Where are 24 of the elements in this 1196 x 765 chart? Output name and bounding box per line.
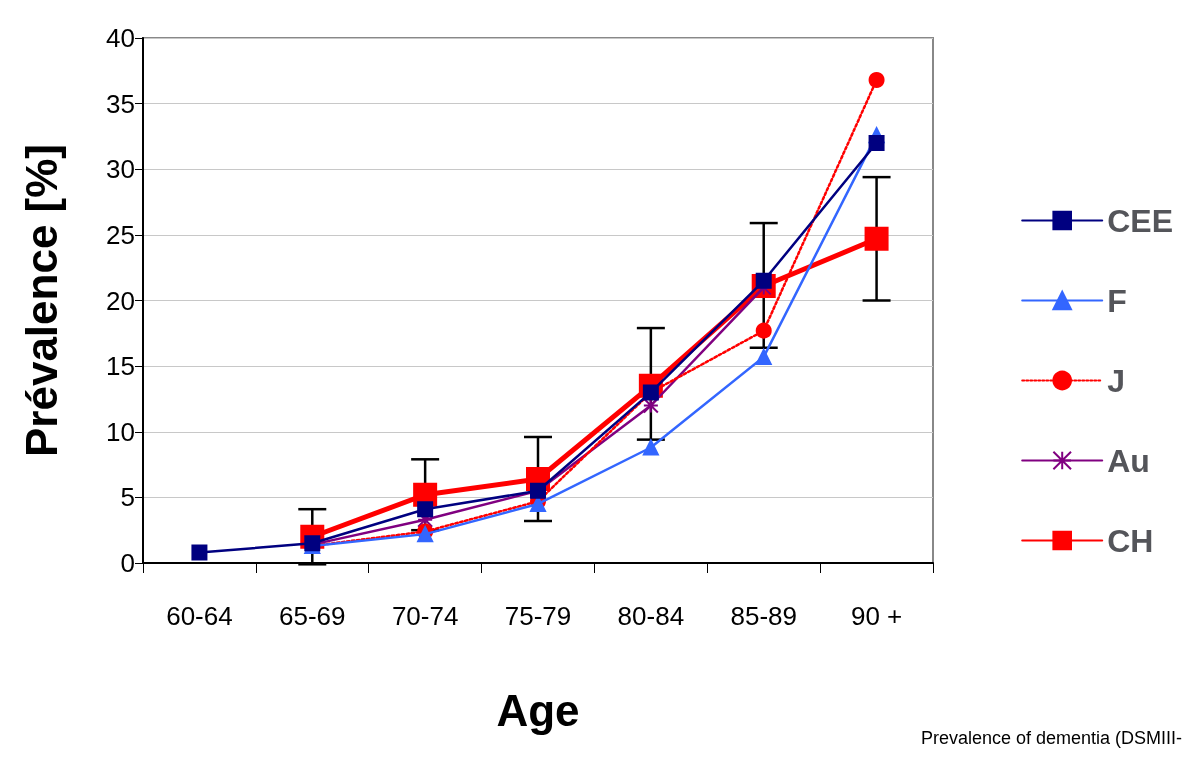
x-tick-label: 80-84 (617, 601, 685, 631)
legend-label: Au (1107, 442, 1150, 479)
x-tick-label: 75-79 (504, 601, 572, 631)
y-tick-label: 25 (106, 219, 135, 250)
y-tick-label: 5 (120, 482, 135, 513)
legend-label: CEE (1107, 202, 1173, 239)
y-tick-label: 10 (106, 416, 135, 447)
y-tick-label: 15 (106, 351, 135, 382)
x-tick-label: 85-89 (730, 601, 797, 631)
x-tick-label: 70-74 (391, 601, 459, 631)
x-tick-label: 60-64 (166, 601, 233, 631)
y-tick-label: 30 (106, 154, 135, 185)
y-tick-label: 0 (120, 548, 135, 578)
x-tick-label: 90 + (850, 601, 903, 631)
y-tick-label: 40 (106, 23, 135, 53)
text: Prevalence of dementia (DSMIII- (920, 728, 1183, 748)
legend-label: CH (1107, 522, 1154, 559)
y-tick-label: 35 (106, 88, 135, 119)
y-tick-label: 20 (106, 285, 135, 316)
x-tick-label: 65-69 (279, 601, 346, 631)
legend-label: J (1107, 362, 1125, 399)
x-axis-title: Age (496, 685, 580, 735)
y-axis-title: Prévalence [%] (16, 143, 66, 458)
legend-label: F (1107, 282, 1127, 319)
